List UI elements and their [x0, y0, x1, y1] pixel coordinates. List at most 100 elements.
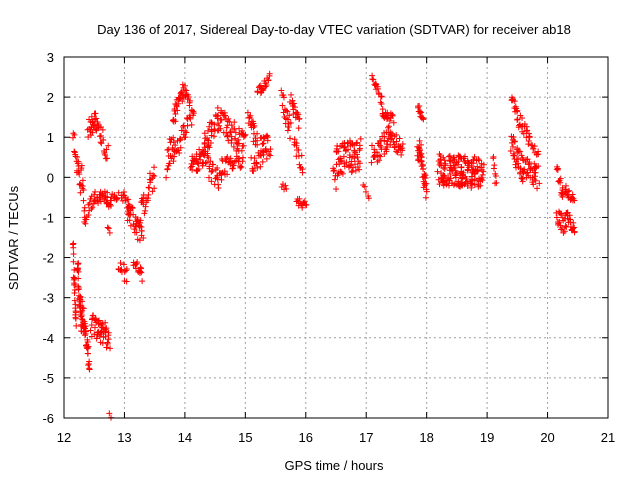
data-point	[291, 136, 298, 143]
data-point	[253, 159, 260, 166]
data-point	[151, 185, 158, 192]
data-point	[224, 132, 231, 139]
data-point	[240, 142, 247, 149]
data-point	[525, 130, 532, 137]
data-point	[514, 145, 521, 152]
data-point	[71, 266, 78, 273]
data-point	[94, 318, 101, 325]
data-point	[107, 345, 114, 352]
data-point	[71, 297, 78, 304]
data-point	[81, 204, 88, 211]
x-tick-label: 15	[238, 430, 252, 445]
data-point	[283, 185, 290, 192]
y-tick-label: -4	[42, 331, 54, 346]
data-point	[138, 227, 145, 234]
data-point	[93, 115, 100, 122]
data-point	[249, 167, 256, 174]
data-point	[138, 269, 145, 276]
data-point	[106, 410, 113, 417]
data-point	[554, 165, 561, 172]
data-point	[177, 144, 184, 151]
data-point	[393, 138, 400, 145]
data-point	[228, 122, 235, 129]
data-point	[348, 158, 355, 165]
data-point	[125, 196, 132, 203]
data-point	[445, 153, 452, 160]
data-point	[85, 343, 92, 350]
data-point	[75, 268, 82, 275]
data-point	[298, 152, 305, 159]
data-point	[79, 182, 86, 189]
data-point	[72, 309, 79, 316]
data-point	[105, 332, 112, 339]
data-point	[75, 260, 82, 267]
data-point	[448, 180, 455, 187]
data-point	[362, 188, 369, 195]
data-point	[265, 77, 272, 84]
data-point	[93, 335, 100, 342]
data-point	[280, 94, 287, 101]
data-point	[474, 163, 481, 170]
data-point	[480, 168, 487, 175]
data-point	[103, 344, 110, 351]
data-point	[291, 104, 298, 111]
data-point	[389, 111, 396, 118]
data-point	[216, 122, 223, 129]
data-point	[557, 179, 564, 186]
data-point	[92, 110, 99, 117]
data-point	[512, 161, 519, 168]
data-point	[203, 159, 210, 166]
data-point	[371, 146, 378, 153]
data-point	[187, 97, 194, 104]
data-point	[230, 143, 237, 150]
data-point	[259, 158, 266, 165]
data-point	[242, 131, 249, 138]
data-point	[375, 152, 382, 159]
data-point	[224, 171, 231, 178]
data-point	[532, 169, 539, 176]
data-point	[278, 87, 285, 94]
x-tick-label: 21	[601, 430, 615, 445]
data-point	[422, 174, 429, 181]
data-point	[179, 98, 186, 105]
data-point	[570, 219, 577, 226]
data-point	[379, 106, 386, 113]
data-point	[330, 168, 337, 175]
data-point	[569, 191, 576, 198]
data-point	[106, 229, 113, 236]
data-point	[267, 146, 274, 153]
plot-frame	[63, 56, 609, 419]
data-point	[419, 162, 426, 169]
data-point	[440, 179, 447, 186]
data-point	[170, 139, 177, 146]
data-point	[532, 177, 539, 184]
data-point	[229, 165, 236, 172]
y-tick-label: -2	[42, 251, 54, 266]
data-point	[519, 115, 526, 122]
data-point	[94, 119, 101, 126]
data-point	[514, 116, 521, 123]
data-point	[77, 293, 84, 300]
data-point	[471, 153, 478, 160]
data-point	[352, 161, 359, 168]
data-point	[244, 109, 251, 116]
data-point	[473, 168, 480, 175]
data-point	[204, 143, 211, 150]
data-point	[461, 158, 468, 165]
data-point	[464, 178, 471, 185]
data-point	[81, 320, 88, 327]
data-point	[416, 145, 423, 152]
x-axis-ticks: 12 13 14 15 16 17 18 19 20 21	[57, 57, 615, 445]
data-point	[511, 138, 518, 145]
data-point	[290, 100, 297, 107]
data-point	[75, 285, 82, 292]
data-point	[418, 141, 425, 148]
data-point	[70, 130, 77, 137]
y-tick-label: -3	[42, 291, 54, 306]
data-point	[514, 107, 521, 114]
data-point	[417, 151, 424, 158]
data-point	[190, 108, 197, 115]
data-point	[84, 339, 91, 346]
data-point	[165, 146, 172, 153]
y-tick-label: 3	[47, 50, 54, 65]
